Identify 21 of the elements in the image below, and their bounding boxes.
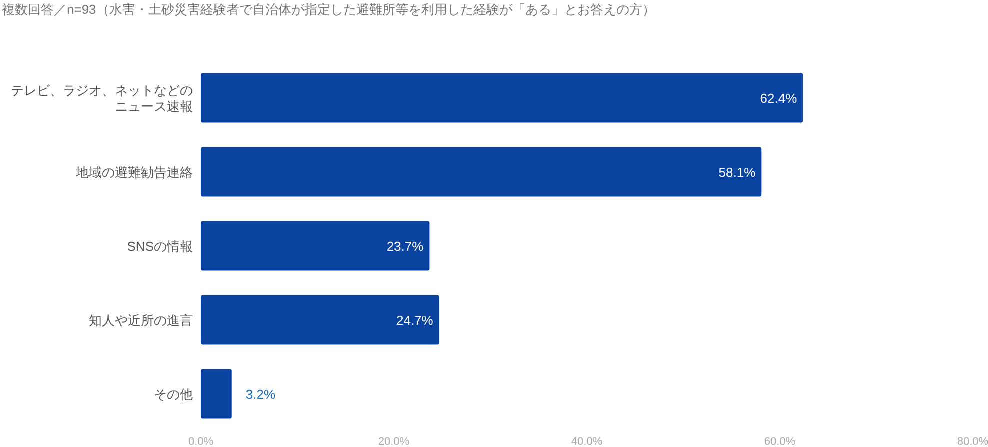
y-tick-label: SNSの情報 [127,239,193,254]
x-tick-label: 80.0% [957,436,988,447]
y-tick-label: テレビ、ラジオ、ネットなどのニュース速報 [11,83,193,114]
bar [201,73,804,123]
data-label: 58.1% [718,165,756,180]
x-tick-label: 60.0% [764,436,796,447]
bar [201,221,430,271]
data-label: 24.7% [396,313,434,328]
bar [201,369,232,419]
bar [201,295,440,345]
data-label: 3.2% [246,387,276,402]
x-tick-label: 40.0% [571,436,603,447]
chart-title: 複数回答／n=93（水害・土砂災害経験者で自治体が指定した避難所等を利用した経験が「ある」とお答えの方） [2,2,656,17]
bar [201,147,762,197]
x-tick-label: 20.0% [378,436,410,447]
y-tick-label: 知人や近所の進言 [89,313,193,328]
data-label: 62.4% [760,91,798,106]
y-tick-label: 地域の避難勧告連絡 [75,165,193,180]
x-tick-label: 0.0% [188,436,214,447]
data-label: 23.7% [386,239,424,254]
y-tick-label: その他 [154,387,193,402]
